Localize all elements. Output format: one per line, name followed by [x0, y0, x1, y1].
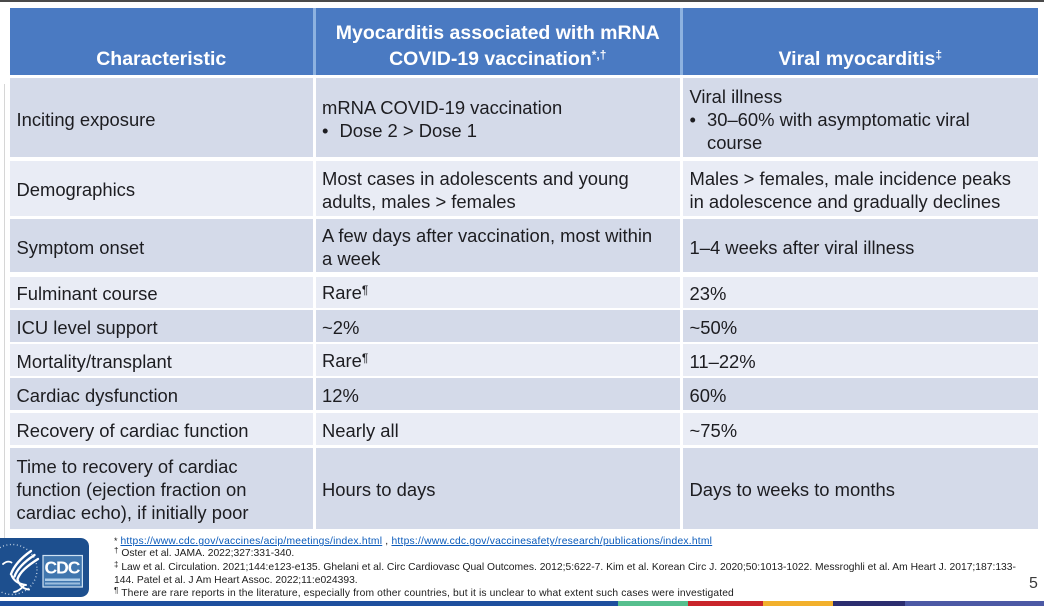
- svg-text:CDC: CDC: [45, 557, 81, 577]
